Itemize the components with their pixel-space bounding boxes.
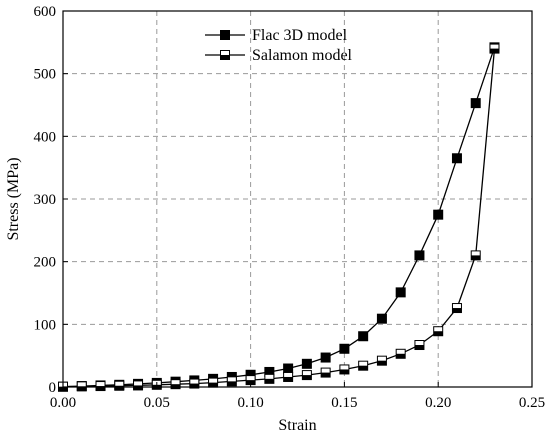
data-point-flac <box>451 153 462 164</box>
data-point-salamon <box>114 380 125 391</box>
y-tick-label: 0 <box>49 380 57 396</box>
x-tick-label: 0.00 <box>50 395 76 411</box>
y-tick-label: 100 <box>34 317 57 333</box>
series-layer <box>58 42 500 392</box>
marker-fill <box>189 383 199 389</box>
legend-label-flac: Flac 3D model <box>252 27 348 44</box>
marker-fill <box>77 386 87 391</box>
data-point-salamon <box>226 376 237 387</box>
data-point-flac <box>339 343 350 354</box>
y-tick-label: 500 <box>34 67 57 83</box>
x-tick-label: 0.20 <box>425 395 451 411</box>
legend: Flac 3D model Salamon model <box>205 27 353 64</box>
data-point-salamon <box>264 373 275 384</box>
y-axis-title: Stress (MPa) <box>5 157 22 240</box>
marker-fill <box>302 375 312 380</box>
legend-marker-salamon <box>220 50 230 60</box>
data-point-salamon <box>133 380 144 391</box>
data-point-salamon <box>320 367 331 378</box>
legend-marker-salamon-shape <box>220 50 230 60</box>
y-tick-label: 300 <box>34 192 57 208</box>
y-tick-label: 600 <box>34 4 57 20</box>
data-point-flac <box>414 250 425 261</box>
series-line-salamon <box>62 48 496 388</box>
marker-fill <box>114 385 124 391</box>
marker-fill <box>283 376 293 382</box>
data-point-flac <box>358 331 369 342</box>
data-point-flac <box>433 209 444 220</box>
marker-fill <box>433 331 443 336</box>
y-tick-label: 200 <box>34 255 57 271</box>
data-point-salamon <box>376 355 387 366</box>
marker-fill <box>471 255 481 260</box>
x-tick-label: 0.25 <box>519 395 545 411</box>
y-tick-label: 400 <box>34 129 57 145</box>
data-point-salamon <box>414 340 425 351</box>
data-point-flac <box>283 363 294 374</box>
marker-fill <box>96 386 106 391</box>
series-line-flac <box>62 47 496 388</box>
marker-fill <box>220 55 230 60</box>
data-point-salamon <box>301 370 312 381</box>
marker-fill <box>452 308 462 313</box>
marker-fill <box>339 369 349 374</box>
data-point-salamon <box>470 250 481 261</box>
data-point-salamon <box>208 377 219 388</box>
data-point-salamon <box>339 364 350 375</box>
grid-lines <box>63 11 532 387</box>
data-point-flac <box>376 313 387 324</box>
data-point-salamon <box>433 326 444 337</box>
data-point-salamon <box>451 303 462 314</box>
data-point-flac <box>320 352 331 363</box>
x-tick-label: 0.15 <box>331 395 357 411</box>
marker-fill <box>414 345 424 350</box>
data-point-flac <box>470 98 481 109</box>
legend-marker-flac <box>220 30 230 40</box>
data-point-salamon <box>95 381 106 392</box>
data-point-flac <box>301 358 312 369</box>
marker-fill <box>264 378 274 384</box>
data-point-salamon <box>283 371 294 382</box>
marker-fill <box>321 372 331 378</box>
marker-fill <box>358 365 368 371</box>
marker-fill <box>396 353 406 359</box>
data-point-salamon <box>358 360 369 371</box>
x-tick-label: 0.05 <box>144 395 170 411</box>
marker-fill <box>227 381 237 386</box>
marker-fill <box>133 385 143 390</box>
x-axis-title: Strain <box>278 417 316 434</box>
x-tick-label: 0.10 <box>237 395 263 411</box>
marker-fill <box>377 360 387 366</box>
data-point-salamon <box>189 378 200 389</box>
marker-fill <box>208 382 218 388</box>
marker-fill <box>58 386 68 392</box>
data-point-flac <box>395 287 406 298</box>
data-point-salamon <box>395 348 406 359</box>
axis-ticks: 0.00 0.05 0.10 0.15 0.20 0.25 0 100 200 300 400 500… <box>34 4 546 411</box>
data-point-salamon <box>489 43 500 54</box>
marker-fill <box>489 48 499 54</box>
data-point-salamon <box>76 381 87 392</box>
legend-label-salamon: Salamon model <box>252 47 353 64</box>
